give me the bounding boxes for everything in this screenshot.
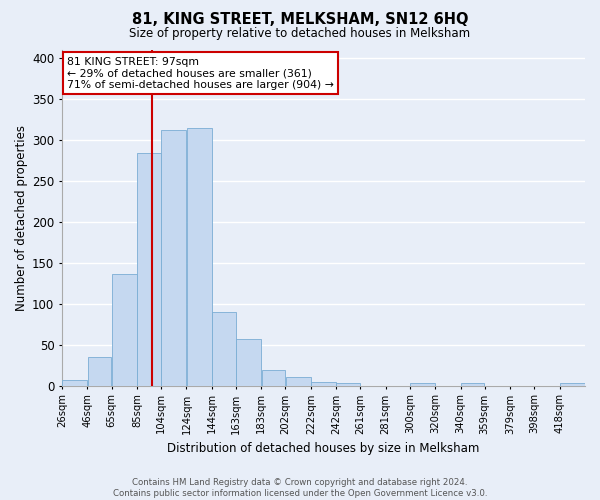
Text: 81 KING STREET: 97sqm
← 29% of detached houses are smaller (361)
71% of semi-det: 81 KING STREET: 97sqm ← 29% of detached … <box>67 56 334 90</box>
Bar <box>88 357 112 386</box>
Bar <box>112 274 137 386</box>
Bar <box>410 383 435 386</box>
Bar <box>212 312 236 386</box>
Y-axis label: Number of detached properties: Number of detached properties <box>15 125 28 311</box>
Bar <box>262 370 285 386</box>
Bar <box>337 383 360 386</box>
Bar <box>286 378 311 386</box>
X-axis label: Distribution of detached houses by size in Melksham: Distribution of detached houses by size … <box>167 442 480 455</box>
Text: 81, KING STREET, MELKSHAM, SN12 6HQ: 81, KING STREET, MELKSHAM, SN12 6HQ <box>132 12 468 28</box>
Bar <box>161 130 186 386</box>
Bar <box>311 382 336 386</box>
Bar <box>236 339 261 386</box>
Bar <box>187 128 212 386</box>
Bar <box>137 153 161 386</box>
Text: Size of property relative to detached houses in Melksham: Size of property relative to detached ho… <box>130 27 470 40</box>
Bar <box>62 380 87 386</box>
Text: Contains HM Land Registry data © Crown copyright and database right 2024.
Contai: Contains HM Land Registry data © Crown c… <box>113 478 487 498</box>
Bar <box>461 383 484 386</box>
Bar <box>560 383 585 386</box>
